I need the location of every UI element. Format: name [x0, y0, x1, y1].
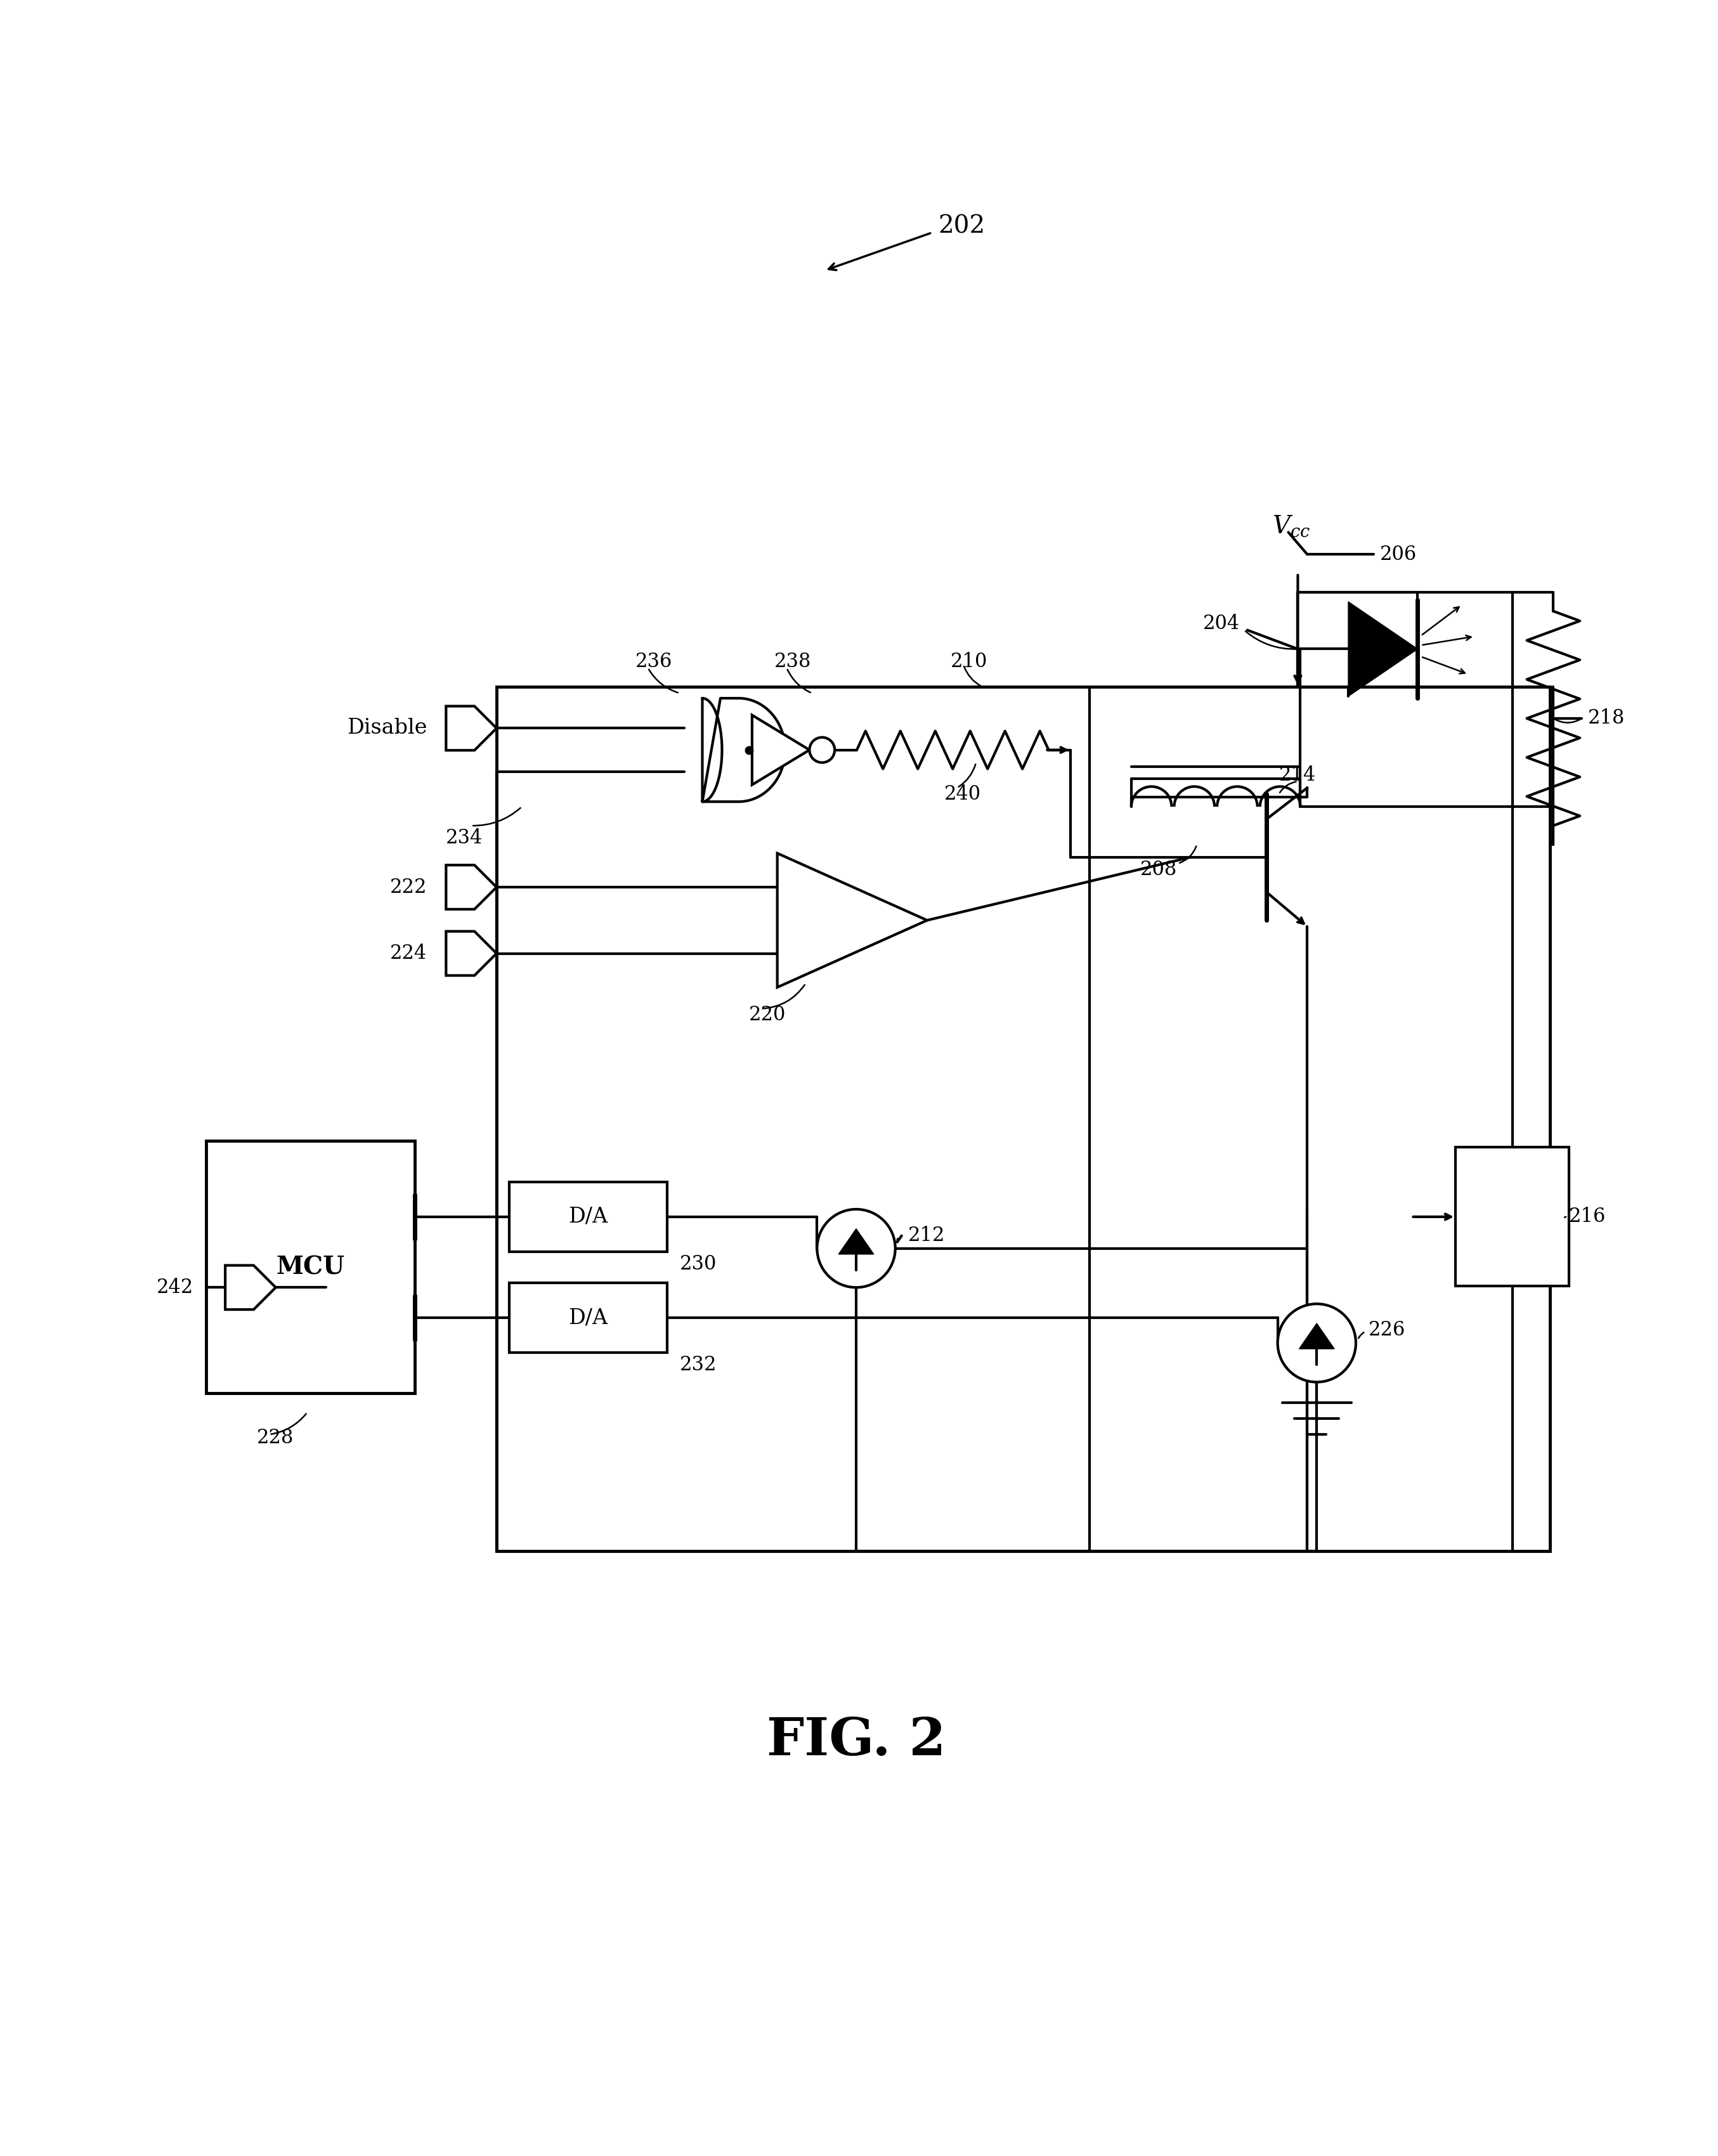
Text: 218: 218 — [1587, 709, 1625, 729]
Text: 216: 216 — [1569, 1207, 1606, 1227]
Polygon shape — [447, 931, 497, 975]
Polygon shape — [777, 854, 928, 987]
Text: 202: 202 — [938, 216, 984, 237]
Text: $\mathregular{V_{cc}}$: $\mathregular{V_{cc}}$ — [1273, 515, 1311, 539]
Text: 242: 242 — [156, 1279, 194, 1298]
Text: 208: 208 — [1141, 860, 1177, 880]
Text: 210: 210 — [950, 651, 988, 671]
Text: 234: 234 — [447, 828, 483, 847]
Polygon shape — [1349, 602, 1417, 696]
Polygon shape — [752, 716, 809, 785]
Polygon shape — [447, 865, 497, 910]
Polygon shape — [225, 1266, 275, 1309]
Text: 204: 204 — [1203, 614, 1240, 634]
Text: 232: 232 — [680, 1356, 716, 1376]
Text: 226: 226 — [1369, 1319, 1405, 1341]
Text: D/A: D/A — [569, 1207, 608, 1227]
Text: 236: 236 — [636, 651, 672, 671]
Text: 228: 228 — [256, 1427, 294, 1447]
Text: MCU: MCU — [277, 1255, 345, 1279]
Text: Disable: Disable — [347, 718, 428, 737]
Bar — [497, 688, 1550, 1550]
Text: 206: 206 — [1380, 545, 1417, 565]
Text: 222: 222 — [390, 877, 428, 897]
Bar — [509, 1283, 667, 1352]
Text: 230: 230 — [680, 1255, 716, 1274]
Text: 214: 214 — [1278, 765, 1316, 785]
Bar — [509, 1181, 667, 1250]
Text: 238: 238 — [775, 651, 811, 671]
Polygon shape — [447, 707, 497, 750]
Text: 240: 240 — [945, 785, 981, 804]
Bar — [1455, 1147, 1569, 1287]
Polygon shape — [703, 699, 785, 802]
Text: 220: 220 — [749, 1005, 785, 1024]
Text: 224: 224 — [390, 944, 428, 964]
Text: 212: 212 — [907, 1227, 945, 1246]
Text: D/A: D/A — [569, 1307, 608, 1328]
Polygon shape — [838, 1229, 874, 1255]
Text: FIG. 2: FIG. 2 — [766, 1714, 945, 1766]
Polygon shape — [1299, 1324, 1335, 1350]
Bar — [206, 1141, 414, 1393]
Circle shape — [818, 1210, 895, 1287]
Circle shape — [809, 737, 835, 763]
Circle shape — [1278, 1304, 1356, 1382]
